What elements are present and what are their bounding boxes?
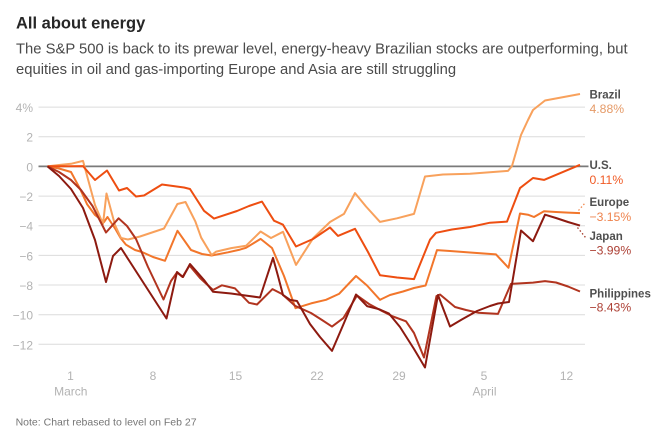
svg-text:−8.43%: −8.43% [590,301,632,315]
svg-text:All about energy: All about energy [16,15,146,33]
svg-text:−10: −10 [13,309,34,323]
svg-text:8: 8 [150,369,157,383]
svg-text:4.88%: 4.88% [590,102,625,116]
svg-text:−3.15%: −3.15% [590,210,632,224]
svg-text:Note: Chart rebased to level o: Note: Chart rebased to level on Feb 27 [16,416,197,428]
svg-text:29: 29 [392,369,406,383]
svg-text:5: 5 [481,369,488,383]
svg-text:Philippines: Philippines [590,288,651,300]
svg-text:15: 15 [229,369,243,383]
svg-text:22: 22 [310,369,324,383]
svg-text:−8: −8 [19,279,33,293]
svg-text:−3.99%: −3.99% [590,243,632,257]
svg-text:−2: −2 [19,190,33,204]
svg-text:0.11%: 0.11% [590,173,624,187]
svg-text:1: 1 [67,369,74,383]
svg-text:−6: −6 [19,249,33,263]
svg-text:Brazil: Brazil [590,90,621,102]
svg-text:−12: −12 [13,338,34,352]
svg-text:March: March [54,384,87,398]
svg-text:12: 12 [560,369,574,383]
svg-text:−4: −4 [19,220,33,234]
svg-text:Europe: Europe [590,197,630,209]
svg-text:U.S.: U.S. [590,160,612,172]
svg-text:April: April [472,384,496,398]
svg-text:The S&P 500 is back to its pre: The S&P 500 is back to its prewar level,… [16,42,628,58]
svg-text:2: 2 [26,131,33,145]
svg-text:4%: 4% [16,101,34,115]
svg-text:0: 0 [26,160,33,174]
svg-text:Japan: Japan [590,231,623,243]
svg-text:equities in oil and gas-import: equities in oil and gas-importing Europe… [16,62,456,78]
